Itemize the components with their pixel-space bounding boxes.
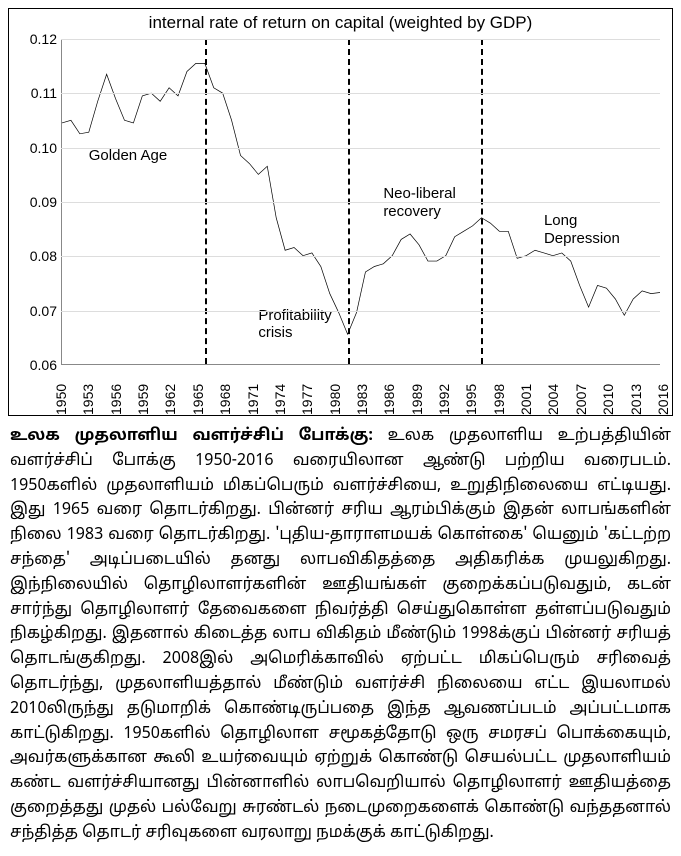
gridline xyxy=(61,202,660,203)
description-heading: உலக முதலாளிய வளர்ச்சிப் போக்கு: xyxy=(10,426,373,446)
gridline xyxy=(61,148,660,149)
x-tick-label: 1962 xyxy=(163,369,177,415)
description-body: உலக முதலாளிய உற்பத்தியின் வளர்ச்சிப் போக… xyxy=(10,426,671,843)
description-paragraph: உலக முதலாளிய வளர்ச்சிப் போக்கு: உலக முதல… xyxy=(0,420,681,856)
x-tick-label: 2013 xyxy=(629,369,643,415)
x-tick-label: 1950 xyxy=(54,369,68,415)
x-tick-label: 1992 xyxy=(437,369,451,415)
y-tick-label: 0.07 xyxy=(13,303,57,319)
chart-area: Golden AgeProfitabilitycrisisNeo-liberal… xyxy=(13,35,664,415)
x-tick-label: 2010 xyxy=(601,369,615,415)
x-tick-label: 2001 xyxy=(519,369,533,415)
chart-annotation: Golden Age xyxy=(89,147,167,164)
y-tick-label: 0.10 xyxy=(13,140,57,156)
x-tick-label: 2016 xyxy=(656,369,670,415)
x-tick-label: 1959 xyxy=(136,369,150,415)
x-tick-label: 1998 xyxy=(492,369,506,415)
x-tick-label: 1974 xyxy=(273,369,287,415)
x-tick-label: 1983 xyxy=(355,369,369,415)
gridline xyxy=(61,311,660,312)
y-tick-label: 0.08 xyxy=(13,248,57,264)
x-tick-label: 1953 xyxy=(81,369,95,415)
y-tick-label: 0.09 xyxy=(13,194,57,210)
x-tick-label: 1968 xyxy=(218,369,232,415)
chart-container: internal rate of return on capital (weig… xyxy=(8,8,673,416)
gridline xyxy=(61,39,660,40)
chart-annotation: LongDepression xyxy=(544,212,620,247)
chart-annotation: Profitabilitycrisis xyxy=(258,307,331,342)
x-tick-label: 1995 xyxy=(464,369,478,415)
x-tick-label: 1965 xyxy=(191,369,205,415)
x-tick-label: 1956 xyxy=(109,369,123,415)
gridline xyxy=(61,93,660,94)
y-tick-label: 0.06 xyxy=(13,357,57,373)
x-tick-label: 1971 xyxy=(246,369,260,415)
x-tick-label: 1980 xyxy=(328,369,342,415)
chart-title: internal rate of return on capital (weig… xyxy=(9,9,672,35)
gridline xyxy=(61,256,660,257)
y-tick-label: 0.11 xyxy=(13,85,57,101)
x-tick-label: 1989 xyxy=(410,369,424,415)
x-tick-label: 2007 xyxy=(574,369,588,415)
x-tick-label: 1977 xyxy=(300,369,314,415)
y-tick-label: 0.12 xyxy=(13,31,57,47)
x-tick-label: 1986 xyxy=(382,369,396,415)
x-tick-label: 2004 xyxy=(546,369,560,415)
